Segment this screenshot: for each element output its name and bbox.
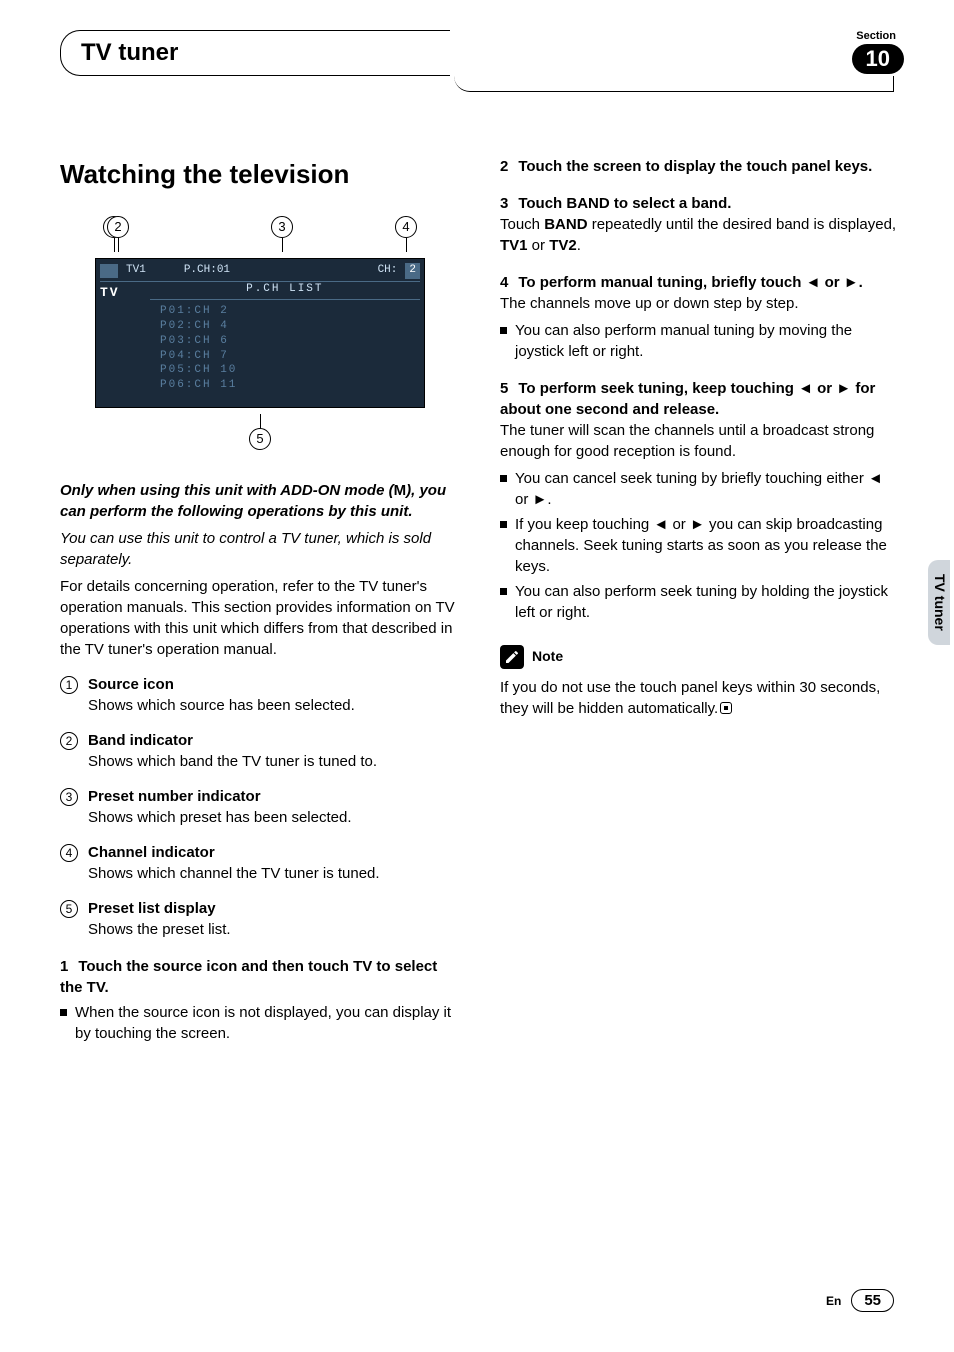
footer-page: 55 xyxy=(851,1289,894,1312)
step-4-body: The channels move up or down step by ste… xyxy=(500,293,900,314)
screen-pch: P.CH:01 xyxy=(184,263,230,278)
page-footer: En 55 xyxy=(826,1289,894,1312)
side-tab: TV tuner xyxy=(928,560,950,645)
screen-tv-label: TV xyxy=(100,284,120,302)
step-4: 4To perform manual tuning, briefly touch… xyxy=(500,272,900,362)
intro-body: For details concerning operation, refer … xyxy=(60,576,460,660)
section-label: Section xyxy=(856,30,896,42)
step-5: 5To perform seek tuning, keep touching ◄… xyxy=(500,378,900,623)
intro-italic: You can use this unit to control a TV tu… xyxy=(60,528,460,570)
step-3-body: Touch BAND repeatedly until the desired … xyxy=(500,214,900,256)
footer-lang: En xyxy=(826,1294,841,1308)
main-heading: Watching the television xyxy=(60,156,460,192)
callout-2: 2 xyxy=(107,216,129,238)
legend-item-1: 1 Source iconShows which source has been… xyxy=(60,674,460,716)
callout-3: 3 xyxy=(271,216,293,238)
intro-addon-note: Only when using this unit with ADD-ON mo… xyxy=(60,480,460,522)
page-header: TV tuner Section 10 xyxy=(60,30,904,76)
legend-item-2: 2 Band indicatorShows which band the TV … xyxy=(60,730,460,772)
screen-preset-list: P01:CH 2 P02:CH 4 P03:CH 6 P04:CH 7 P05:… xyxy=(160,304,420,393)
screen-ch-val: 2 xyxy=(405,263,420,278)
section-title: TV tuner xyxy=(73,35,438,71)
screen-subtitle: P.CH LIST xyxy=(150,282,420,300)
note-label: Note xyxy=(532,647,563,667)
tv-screen-mock: TV1 P.CH:01 CH: 2 TV P.CH LIST P01:CH 2 … xyxy=(95,258,425,408)
screen-band: TV1 xyxy=(126,263,146,278)
legend-item-3: 3 Preset number indicatorShows which pre… xyxy=(60,786,460,828)
callout-4: 4 xyxy=(395,216,417,238)
section-number-badge: 10 xyxy=(852,44,904,74)
step-3: 3Touch BAND to select a band. Touch BAND… xyxy=(500,193,900,256)
screen-ch-label: CH: xyxy=(378,263,398,278)
tv-screen-figure: 1 2 3 4 TV1 P.CH:01 CH: 2 TV xyxy=(95,216,425,450)
legend-item-4: 4 Channel indicatorShows which channel t… xyxy=(60,842,460,884)
note-header: Note xyxy=(500,645,900,669)
legend-item-5: 5 Preset list displayShows the preset li… xyxy=(60,898,460,940)
step-1: 1Touch the source icon and then touch TV… xyxy=(60,956,460,1044)
step-5-body: The tuner will scan the channels until a… xyxy=(500,420,900,462)
pencil-icon xyxy=(500,645,524,669)
note-body: If you do not use the touch panel keys w… xyxy=(500,677,900,719)
step-2: 2Touch the screen to display the touch p… xyxy=(500,156,900,177)
end-mark-icon xyxy=(720,702,732,714)
callout-5: 5 xyxy=(249,428,271,450)
